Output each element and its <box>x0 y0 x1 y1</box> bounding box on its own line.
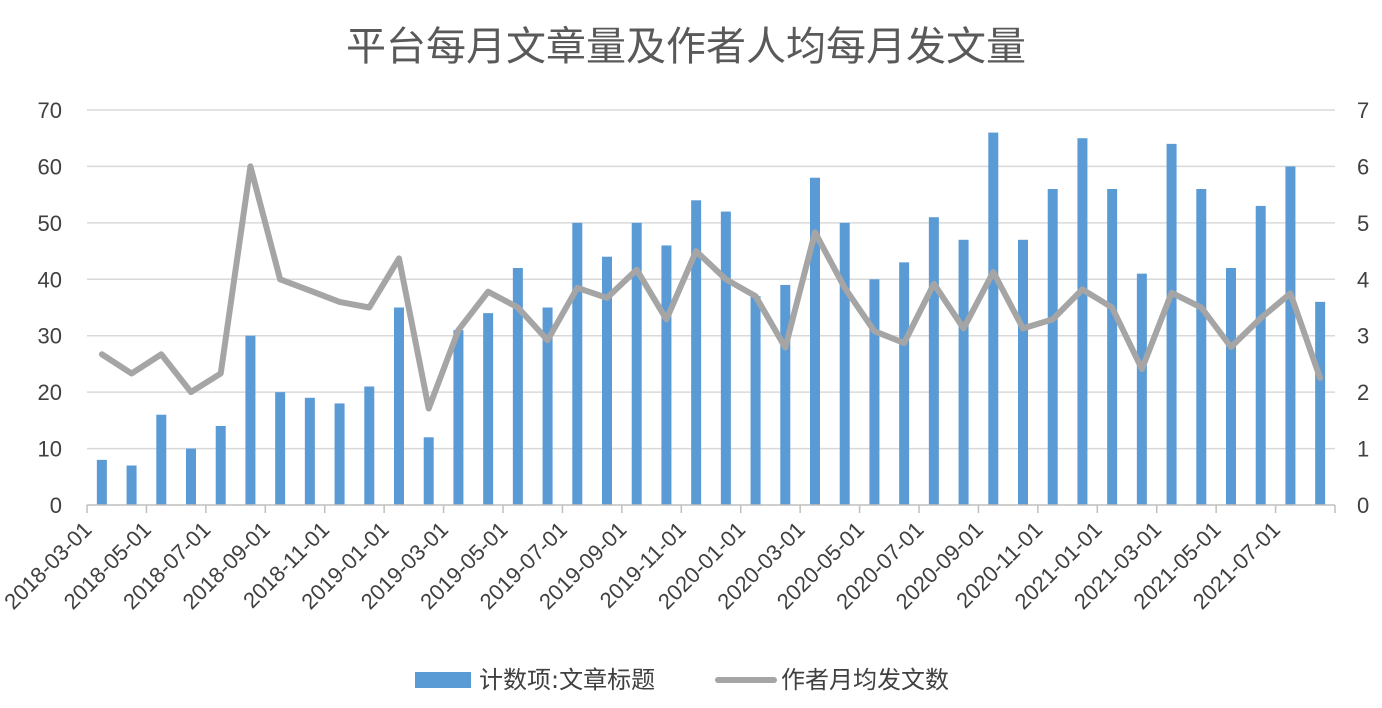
axes <box>86 504 1336 513</box>
bar <box>512 268 523 505</box>
legend: 计数项:文章标题 作者月均发文数 <box>415 666 949 694</box>
legend-label-line: 作者月均发文数 <box>781 666 949 694</box>
bar <box>1077 138 1088 505</box>
bar <box>661 245 672 505</box>
y-right-tick-label: 1 <box>1357 437 1369 462</box>
y-axis-right: 0 1 2 3 4 5 6 7 <box>1357 98 1369 518</box>
bar <box>572 222 583 505</box>
y-left-tick-label: 0 <box>50 493 62 518</box>
bar <box>720 211 731 506</box>
bar <box>1166 143 1177 505</box>
bar <box>1226 268 1236 505</box>
bar <box>453 330 464 505</box>
bar <box>1315 301 1326 505</box>
y-right-tick-label: 2 <box>1357 380 1369 405</box>
bar <box>364 386 375 505</box>
x-axis-ticks: 2018-03-012018-05-012018-07-012018-09-01… <box>0 517 1285 614</box>
legend-swatch-bar <box>415 672 471 688</box>
bar <box>839 222 850 505</box>
bar <box>542 307 553 505</box>
bar <box>1255 205 1266 505</box>
line-series <box>98 163 1324 412</box>
bar <box>1047 189 1058 505</box>
bar <box>334 403 345 505</box>
gridlines <box>87 109 1335 450</box>
y-left-tick-label: 10 <box>38 437 62 462</box>
legend-label-bar: 计数项:文章标题 <box>479 666 655 694</box>
bar <box>1285 166 1296 505</box>
y-axis-left: 0 10 20 30 40 50 60 70 <box>38 98 62 518</box>
bar <box>96 459 107 505</box>
bar <box>1018 239 1028 506</box>
y-right-tick-label: 4 <box>1357 267 1369 292</box>
bar <box>215 426 226 505</box>
bar <box>899 262 910 505</box>
bar <box>869 279 880 505</box>
bar <box>928 217 939 505</box>
series-line <box>98 163 1324 412</box>
bar <box>304 397 315 505</box>
y-left-tick-label: 20 <box>38 380 62 405</box>
bar <box>958 239 969 506</box>
y-right-tick-label: 6 <box>1357 154 1369 179</box>
bar <box>602 256 612 505</box>
bar <box>810 177 820 505</box>
bar <box>780 284 791 505</box>
bar <box>750 296 761 505</box>
chart-title: 平台每月文章量及作者人均每月发文量 <box>346 24 1026 70</box>
bar <box>394 307 404 505</box>
y-right-tick-label: 3 <box>1357 324 1369 349</box>
bar <box>245 335 256 505</box>
y-right-tick-label: 5 <box>1357 211 1369 236</box>
bar-series <box>96 132 1326 506</box>
bar <box>1136 273 1147 505</box>
y-left-tick-label: 60 <box>38 154 62 179</box>
y-right-tick-label: 7 <box>1357 98 1369 123</box>
bar <box>423 437 434 505</box>
y-left-tick-label: 30 <box>38 324 62 349</box>
bar <box>1107 189 1118 505</box>
bar <box>691 200 702 506</box>
y-left-tick-label: 70 <box>38 98 62 123</box>
bar <box>1196 189 1207 505</box>
y-right-tick-label: 0 <box>1357 493 1369 518</box>
bar <box>631 222 642 505</box>
bar <box>186 448 196 505</box>
bar <box>156 414 167 505</box>
bar <box>126 465 137 505</box>
bar <box>483 313 494 505</box>
y-left-tick-label: 50 <box>38 211 62 236</box>
bar <box>988 132 999 506</box>
bar <box>275 392 286 505</box>
y-left-tick-label: 40 <box>38 267 62 292</box>
